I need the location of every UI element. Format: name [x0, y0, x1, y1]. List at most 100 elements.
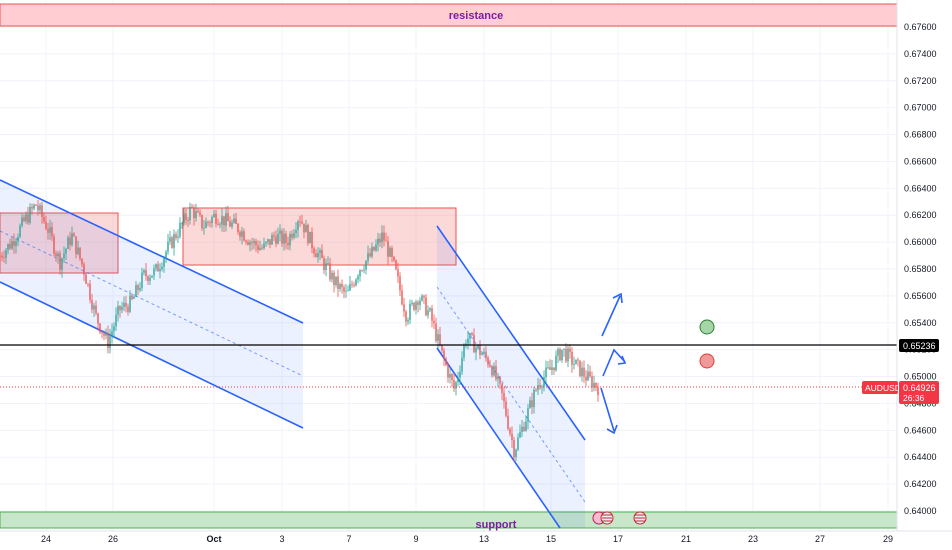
candle-body [151, 275, 153, 278]
range-zone-1[interactable] [0, 212, 119, 274]
candle-body [393, 256, 395, 261]
candle-body [375, 244, 377, 251]
candle-body [185, 213, 187, 221]
event-icons [592, 511, 647, 525]
candle-body [91, 300, 93, 310]
candle-body [201, 214, 203, 229]
candle-body [273, 235, 275, 237]
candle-body [433, 320, 435, 324]
candle-body [401, 290, 403, 305]
candle-body [181, 222, 183, 224]
candle-body [497, 376, 499, 380]
candle-body [531, 400, 533, 408]
y-tick-label: 0.65600 [904, 291, 937, 301]
candle-body [101, 332, 103, 334]
candle-body [247, 242, 249, 245]
candle-body [5, 250, 7, 258]
candle-body [115, 314, 117, 327]
candle-body [255, 240, 257, 246]
candle-body [31, 206, 33, 209]
candle-body [265, 241, 267, 244]
candle-body [457, 377, 459, 383]
candle-body [171, 237, 173, 248]
candle-body [107, 332, 109, 349]
candle-body [37, 205, 39, 211]
candle-body [225, 213, 227, 226]
candle-body [589, 371, 591, 377]
candle-body [529, 400, 531, 409]
candle-body [491, 366, 493, 376]
candle-body [231, 222, 233, 227]
candle-body [329, 263, 331, 280]
candle-body [199, 212, 201, 215]
candles [0, 200, 599, 462]
candle-body [399, 276, 401, 291]
x-tick-label: 13 [479, 534, 489, 544]
candle-body [51, 227, 53, 237]
candle-body [557, 349, 559, 356]
candle-body [287, 242, 289, 246]
candle-body [3, 257, 5, 259]
candle-body [535, 389, 537, 391]
candle-body [19, 225, 21, 237]
candle-body [365, 260, 367, 270]
candle-body [119, 305, 121, 311]
candle-body [447, 365, 449, 378]
key-level-badge-bg [899, 339, 939, 352]
candle-body [305, 225, 307, 233]
candle-body [505, 401, 507, 416]
candle-body [29, 206, 31, 223]
candle-body [453, 379, 455, 389]
candle-body [121, 307, 123, 311]
symbol-label: AUDUSD [865, 383, 901, 393]
candle-body [291, 233, 293, 238]
x-tick-label: 17 [613, 534, 623, 544]
x-tick-label: 15 [546, 534, 556, 544]
candle-body [295, 229, 297, 234]
candle-body [423, 295, 425, 298]
candle-body [327, 263, 329, 265]
candle-body [519, 432, 521, 438]
y-tick-label: 0.64600 [904, 425, 937, 435]
channel-1-lower[interactable] [0, 281, 304, 429]
y-tick-label: 0.67200 [904, 76, 937, 86]
y-tick-label: 0.67000 [904, 103, 937, 113]
candle-body [223, 216, 225, 226]
candle-body [571, 351, 573, 365]
candle-body [67, 237, 69, 249]
candle-body [277, 233, 279, 244]
candle-body [411, 302, 413, 304]
candle-body [373, 246, 375, 251]
price-axis[interactable]: 0.67600 0.67400 0.67200 0.67000 0.66800 0.666… [896, 0, 937, 531]
red-circle-marker[interactable] [699, 353, 715, 369]
candle-body [267, 239, 269, 242]
candle-body [127, 306, 129, 312]
candle-body [237, 223, 239, 233]
candle-body [559, 349, 561, 361]
candle-body [105, 332, 107, 336]
green-circle-marker[interactable] [699, 319, 715, 335]
channel-1-upper[interactable] [0, 179, 304, 324]
candle-body [361, 270, 363, 272]
candle-body [443, 350, 445, 360]
time-axis[interactable]: 24 26 Oct 3 7 9 13 15 17 21 23 27 29 [0, 530, 952, 544]
channel-2-upper[interactable] [436, 225, 586, 441]
arrow-mid-head [617, 355, 627, 365]
last-price-badge-bg [899, 381, 939, 404]
candle-body [521, 426, 523, 433]
candle-body [591, 376, 593, 388]
candle-body [179, 222, 181, 237]
candle-body [7, 244, 9, 251]
candle-body [259, 247, 261, 250]
candle-body [525, 421, 527, 431]
candle-body [75, 236, 77, 255]
candle-body [161, 266, 163, 270]
candle-body [143, 270, 145, 273]
x-tick-label: 7 [346, 534, 351, 544]
x-tick-label: 3 [279, 534, 284, 544]
candle-body [99, 323, 101, 333]
candle-body [187, 220, 189, 221]
candle-body [509, 428, 511, 434]
support-zone[interactable] [0, 511, 898, 529]
